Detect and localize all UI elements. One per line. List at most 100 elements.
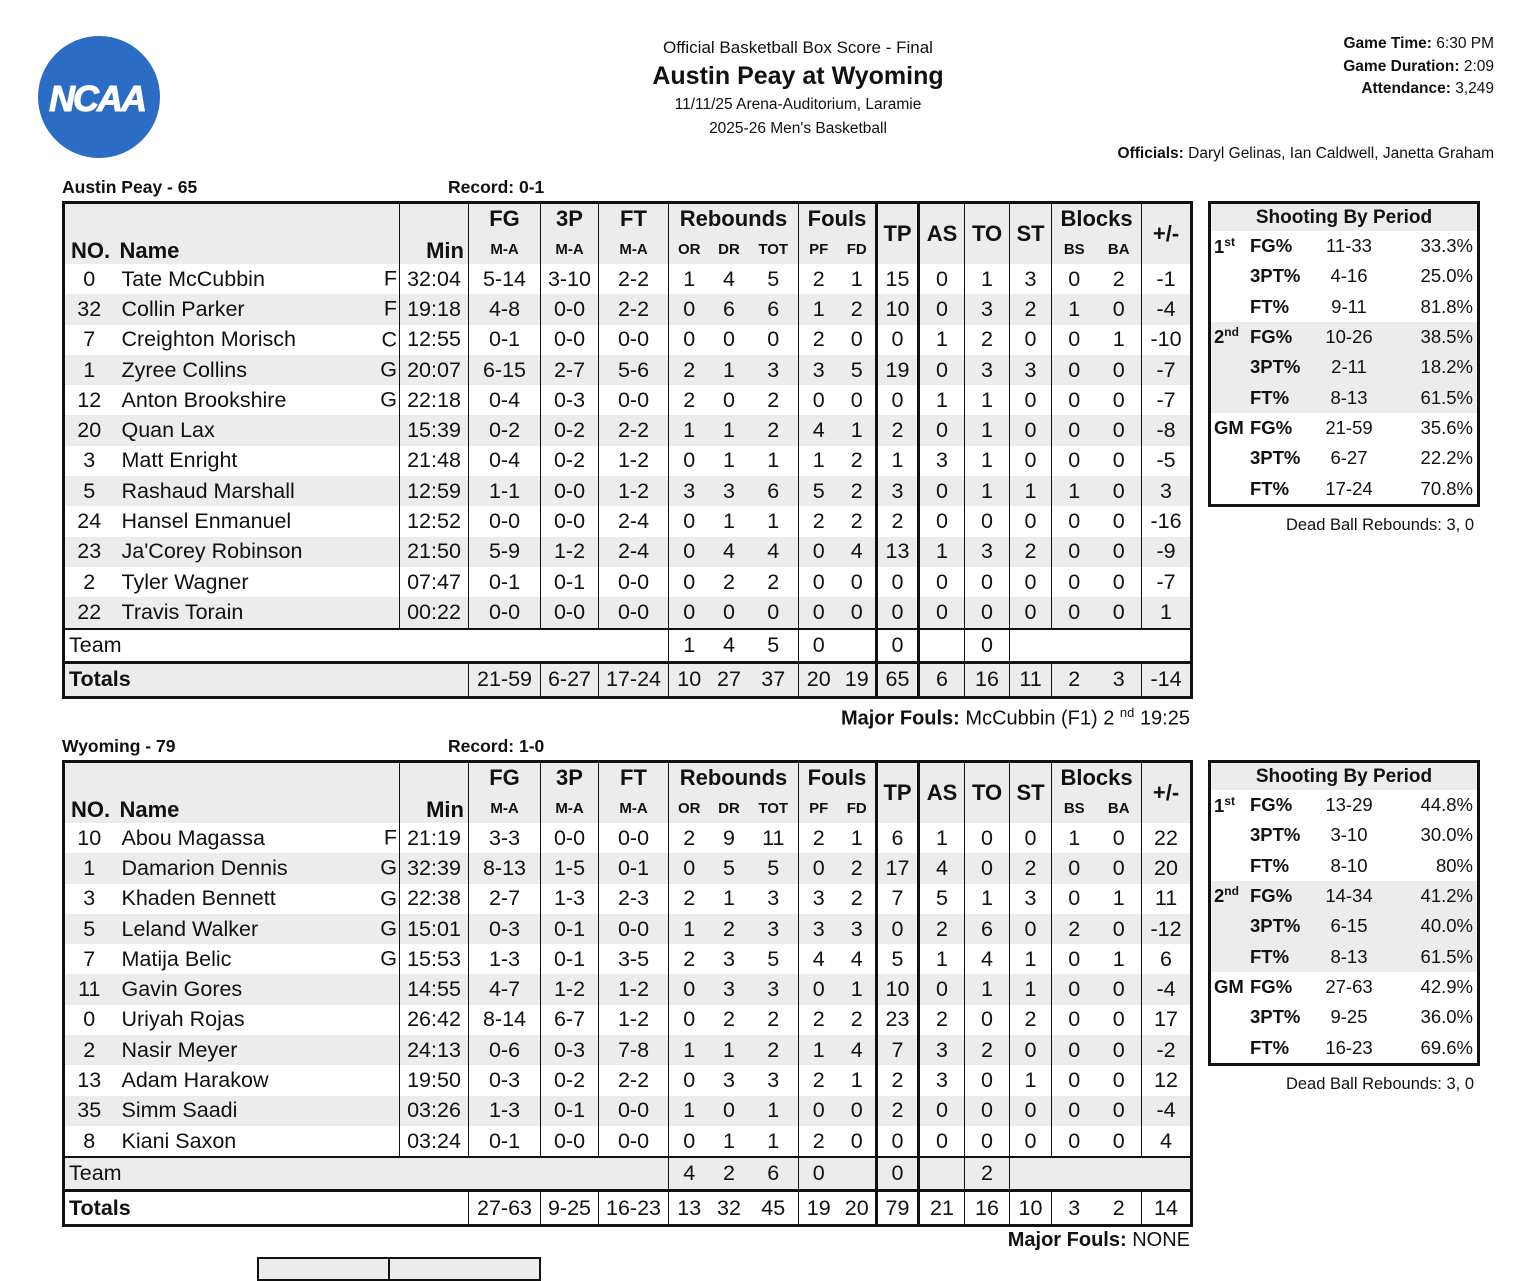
player-dr: 0	[723, 327, 735, 352]
player-row[interactable]: 8 Kiani Saxon 03:24 0-1 0-0 0-0 0 1 1 2 0 0 0 0 0 0 0 4	[64, 1125, 1192, 1158]
player-st: 3	[1009, 354, 1052, 386]
player-as: 5	[917, 883, 965, 914]
player-to: 0	[964, 1095, 1010, 1126]
player-fg: 0-3	[468, 1065, 541, 1096]
shooting-stat: FG%	[1250, 794, 1293, 816]
player-fg: 0-6	[468, 1035, 541, 1066]
period-suffix: nd	[1224, 325, 1239, 340]
player-row[interactable]: 5 Rashaud Marshall 12:59 1-1 0-0 1-2 3 3 6 5 2 3 0 1 1…	[63, 476, 1192, 507]
shooting-row: FT% 17-24 70.8%	[1211, 473, 1477, 503]
player-dr: 1	[709, 415, 749, 446]
player-row[interactable]: 12 Anton Brookshire G 22:18 0-4 0-3 0-0 2 0 2 0 0 0 1…	[64, 385, 1192, 416]
player-st: 0	[1009, 324, 1052, 355]
player-tot: 6	[748, 476, 799, 507]
col-header-as: AS	[917, 761, 965, 823]
shooting-stat: 3PT%	[1250, 265, 1301, 287]
shooting-period-group: 2nd FG% 10-26 38.5% 3PT% 2-11 18.2% FT% 8-13 61.5…	[1211, 321, 1477, 413]
player-row[interactable]: 0 Tate McCubbin F 32:04 5-14 3-10 2-2 1 4 5 2 1 15 0 1…	[64, 264, 1192, 295]
player-dr: 5	[709, 853, 749, 884]
player-p3: 1-3	[540, 883, 599, 914]
player-name: Quan Lax	[121, 418, 215, 443]
player-number: 11	[63, 974, 114, 1005]
shooting-made-attempted: 9-25	[1330, 1006, 1368, 1028]
player-row[interactable]: 10 Abou Magassa F 21:19 3-3 0-0 0-0 2 9 11 2 1 6 1 0 0 1…	[64, 823, 1192, 854]
attendance: Attendance: 3,249	[1361, 80, 1494, 97]
player-fg: 0-4	[468, 445, 541, 477]
player-row[interactable]: 2 Tyler Wagner 07:47 0-1 0-1 0-0 0 2 2 0 0 0 0 0 0 0 0 -7	[64, 566, 1192, 598]
officials: Officials: Daryl Gelinas, Ian Caldwell, …	[1117, 145, 1494, 162]
player-dr: 0	[709, 1095, 749, 1126]
period-number: GM	[1214, 975, 1244, 997]
player-st: 2	[1009, 294, 1052, 325]
player-pm: -4	[1141, 1095, 1192, 1126]
player-tp: 0	[875, 913, 919, 945]
col-subheader-bs: BS	[1051, 234, 1097, 264]
player-name-cell: Matija Belic G	[114, 944, 400, 974]
player-pf: 0	[798, 1095, 839, 1126]
player-p3: 0-2	[540, 445, 599, 477]
col-subheader-ma: M-A	[598, 234, 669, 264]
player-row[interactable]: 13 Adam Harakow 19:50 0-3 0-2 2-2 0 3 3 2 1 2 3 0 1 0 0 1…	[64, 1065, 1192, 1096]
shooting-made-attempted: 9-11	[1331, 295, 1367, 317]
shooting-stat: 3PT%	[1250, 1006, 1301, 1028]
player-st: 1	[1009, 974, 1052, 1005]
player-as: 3	[917, 1065, 965, 1096]
shooting-row: 1st FG% 11-33 33.3%	[1211, 231, 1477, 261]
team-to: 2	[964, 1156, 1010, 1191]
player-fd: 0	[838, 1095, 877, 1126]
player-row[interactable]: 2 Nasir Meyer 24:13 0-6 0-3 7-8 1 1 2 1 4 7 3 2 0 0 0 -2	[63, 1035, 1192, 1066]
player-row[interactable]: 0 Uriyah Rojas 26:42 8-14 6-7 1-2 0 2 2 2 2 23 2 0 2 0 0…	[64, 1004, 1192, 1036]
team-tp: 0	[875, 1156, 919, 1191]
player-minutes: 03:26	[399, 1095, 469, 1126]
player-minutes: 15:01	[399, 913, 469, 945]
player-row[interactable]: 3 Matt Enright 21:48 0-4 0-2 1-2 0 1 1 1 2 1 3 1 0 0 0 -5	[64, 445, 1192, 477]
player-tot: 1	[767, 448, 780, 473]
player-row[interactable]: 22 Travis Torain 00:22 0-0 0-0 0-0 0 0 0 0 0 0 0 0 0 0 0…	[63, 597, 1192, 629]
shooting-row: 3PT% 4-16 25.0%	[1211, 261, 1477, 291]
player-as: 0	[917, 294, 965, 325]
player-row[interactable]: 23 Ja'Corey Robinson 21:50 5-9 1-2 2-4 0 4 4 0 4 13…	[63, 536, 1192, 567]
player-number: 10	[77, 825, 102, 850]
player-fg: 2-7	[468, 883, 541, 914]
player-row[interactable]: 1 Zyree Collins G 20:07 6-15 2-7 5-6 2 1 3 3 5 19 0 3 3…	[63, 354, 1192, 386]
player-row[interactable]: 24 Hansel Enmanuel 12:52 0-0 0-0 2-4 0 1 1 2 2 2 0 0 0…	[64, 506, 1192, 537]
player-row[interactable]: 32 Collin Parker F 19:18 4-8 0-0 2-2 0 6 6 1 2 10 0 3 2…	[63, 294, 1192, 325]
player-to: 0	[964, 597, 1010, 629]
totals-fg: 27-63	[468, 1189, 541, 1226]
player-row[interactable]: 1 Damarion Dennis G 32:39 8-13 1-5 0-1 0 5 5 0 2 17 4…	[63, 853, 1192, 884]
player-row[interactable]: 11 Gavin Gores 14:55 4-7 1-2 1-2 0 3 3 0 1 10 0 1 1 0 0-…	[63, 974, 1192, 1005]
player-row[interactable]: 20 Quan Lax 15:39 0-2 0-2 2-2 1 1 2 4 1 2 0 1 0 0 0 -8	[63, 415, 1192, 446]
player-name-cell: Matt Enright	[114, 446, 400, 476]
player-row[interactable]: 7 Matija Belic G 15:53 1-3 0-1 3-5 2 3 5 4 4 5 1 4 1 0 1 6	[64, 944, 1192, 975]
player-dr: 1	[709, 1035, 749, 1066]
player-row[interactable]: 35 Simm Saadi 03:26 1-3 0-1 0-0 1 0 1 0 0 2 0 0 0 0 0 -4	[63, 1095, 1192, 1126]
player-row[interactable]: 3 Khaden Bennett G 22:38 2-7 1-3 2-3 2 1 3 3 2 7 5 1 3 0…	[64, 883, 1192, 914]
player-ba: 0	[1096, 853, 1142, 884]
shooting-stat: FT%	[1250, 386, 1290, 408]
player-position: G	[380, 357, 397, 382]
player-row[interactable]: 7 Creighton Morisch C 12:55 0-1 0-0 0-0 0 0 0 2 0 0 1…	[64, 324, 1192, 355]
player-ba: 0	[1112, 1007, 1125, 1032]
player-ft: 0-0	[598, 913, 669, 945]
player-name: Nasir Meyer	[121, 1037, 238, 1062]
player-tot: 2	[748, 415, 799, 446]
player-as: 0	[917, 1125, 965, 1158]
totals-bs: 2	[1051, 660, 1097, 698]
player-dr: 3	[709, 974, 749, 1005]
player-tot: 3	[748, 913, 799, 945]
player-st: 2	[1009, 853, 1052, 884]
col-subheader-ba: BA	[1096, 793, 1142, 823]
col-header-plus-minus: +/-	[1141, 202, 1192, 264]
player-name-cell: Tate McCubbin F	[114, 264, 400, 294]
player-p3: 0-3	[540, 1035, 599, 1066]
player-row[interactable]: 5 Leland Walker G 15:01 0-3 0-1 0-0 1 2 3 3 3 0 2 6 0 2 0…	[63, 913, 1192, 945]
player-tot: 2	[748, 1035, 799, 1066]
shooting-row: 3PT% 6-27 22.2%	[1211, 443, 1477, 473]
col-header-rebounds: Rebounds	[668, 202, 799, 234]
player-number: 23	[63, 536, 114, 567]
player-dr: 3	[723, 946, 735, 971]
player-fg: 8-13	[468, 853, 541, 884]
totals-bs: 3	[1051, 1189, 1097, 1226]
player-tp: 10	[875, 974, 919, 1005]
player-tp: 13	[875, 536, 919, 567]
